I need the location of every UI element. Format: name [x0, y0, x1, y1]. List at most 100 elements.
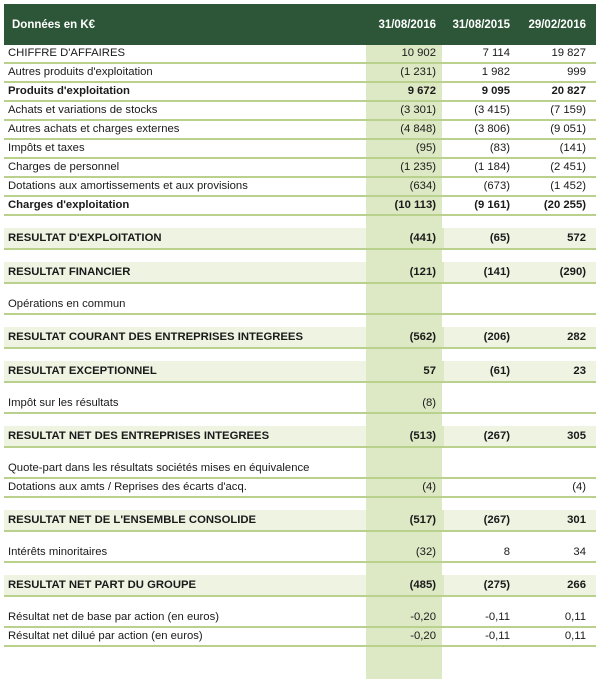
- row-value-col1: [366, 596, 444, 609]
- row-value-col3: 282: [518, 327, 596, 349]
- table-row: Produits d'exploitation 9 672 9 095 20 827: [4, 82, 596, 102]
- row-value-col1: (485): [366, 575, 444, 597]
- row-value-col3: (9 051): [518, 120, 596, 140]
- table-row: Intérêts minoritaires (32) 8 34: [4, 544, 596, 563]
- row-value-col1: (1 235): [366, 158, 444, 178]
- row-value-col1: [366, 348, 444, 361]
- row-label: [4, 314, 366, 327]
- row-value-col3: [518, 296, 596, 315]
- table-row: CHIFFRE D'AFFAIRES 10 902 7 114 19 827: [4, 45, 596, 64]
- row-value-col2: [444, 531, 518, 544]
- row-value-col3: [518, 497, 596, 510]
- row-value-col3: [518, 283, 596, 296]
- row-value-col3: [518, 562, 596, 575]
- income-statement-table: CHIFFRE D'AFFAIRES 10 902 7 114 19 827 Autre…: [4, 45, 596, 647]
- table-row: Résultat net dilué par action (en euros)…: [4, 627, 596, 647]
- row-label: [4, 447, 366, 460]
- row-value-col3: (290): [518, 262, 596, 284]
- row-value-col3: 23: [518, 361, 596, 383]
- row-value-col2: [444, 395, 518, 414]
- row-label: [4, 413, 366, 426]
- row-label: Impôts et taxes: [4, 139, 366, 159]
- header-column-3: 29/02/2016: [528, 18, 586, 31]
- table-header-bar: Données en K€ 31/08/2016 31/08/2015 29/0…: [4, 4, 596, 45]
- row-value-col3: [518, 215, 596, 228]
- row-value-col1: (3 301): [366, 101, 444, 121]
- row-value-col2: [444, 296, 518, 315]
- row-value-col2: (141): [444, 262, 518, 284]
- row-value-col1: [366, 283, 444, 296]
- row-value-col3: [518, 314, 596, 327]
- row-value-col3: 34: [518, 544, 596, 563]
- table-spacer-row: [4, 531, 596, 544]
- row-label: Charges d'exploitation: [4, 196, 366, 216]
- header-column-1: 31/08/2016: [378, 18, 436, 31]
- row-value-col2: [444, 249, 518, 262]
- row-value-col1: [366, 382, 444, 395]
- row-value-col3: [518, 249, 596, 262]
- row-label: [4, 215, 366, 228]
- row-value-col2: [444, 314, 518, 327]
- row-value-col1: [366, 215, 444, 228]
- row-value-col2: [444, 382, 518, 395]
- row-value-col2: (267): [444, 426, 518, 448]
- row-label: [4, 562, 366, 575]
- row-value-col3: (2 451): [518, 158, 596, 178]
- row-label: [4, 249, 366, 262]
- row-value-col2: (275): [444, 575, 518, 597]
- row-label: Résultat net dilué par action (en euros): [4, 627, 366, 647]
- table-spacer-row: [4, 382, 596, 395]
- table-spacer-row: [4, 249, 596, 262]
- row-value-col3: [518, 596, 596, 609]
- table-row: Charges de personnel (1 235) (1 184) (2 451…: [4, 158, 596, 178]
- row-value-col1: (32): [366, 544, 444, 563]
- row-value-col3: [518, 447, 596, 460]
- row-label: [4, 382, 366, 395]
- table-spacer-row: [4, 447, 596, 460]
- row-label: Achats et variations de stocks: [4, 101, 366, 121]
- header-column-2: 31/08/2015: [452, 18, 510, 31]
- row-value-col1: (441): [366, 228, 444, 250]
- table-row: RESULTAT COURANT DES ENTREPRISES INTEGRE…: [4, 327, 596, 349]
- row-value-col2: (3 415): [444, 101, 518, 121]
- row-value-col1: (4 848): [366, 120, 444, 140]
- row-label: Impôt sur les résultats: [4, 395, 366, 414]
- row-label: RESULTAT COURANT DES ENTREPRISES INTEGRE…: [4, 327, 366, 349]
- row-label: Dotations aux amortissements et aux prov…: [4, 177, 366, 197]
- row-value-col2: (61): [444, 361, 518, 383]
- row-label: Résultat net de base par action (en euro…: [4, 609, 366, 628]
- row-label: RESULTAT EXCEPTIONNEL: [4, 361, 366, 383]
- row-value-col3: (20 255): [518, 196, 596, 216]
- row-value-col2: [444, 497, 518, 510]
- row-value-col2: 8: [444, 544, 518, 563]
- table-row: RESULTAT EXCEPTIONNEL 57 (61) 23: [4, 361, 596, 383]
- row-value-col2: (9 161): [444, 196, 518, 216]
- row-value-col2: (1 184): [444, 158, 518, 178]
- row-label: Produits d'exploitation: [4, 82, 366, 102]
- row-value-col2: [444, 447, 518, 460]
- row-value-col2: (206): [444, 327, 518, 349]
- table-row: Résultat net de base par action (en euro…: [4, 609, 596, 628]
- row-value-col1: [366, 497, 444, 510]
- row-value-col2: [444, 215, 518, 228]
- row-value-col1: (634): [366, 177, 444, 197]
- row-value-col3: (1 452): [518, 177, 596, 197]
- row-value-col3: 0,11: [518, 609, 596, 628]
- row-label: RESULTAT FINANCIER: [4, 262, 366, 284]
- row-value-col3: 999: [518, 63, 596, 83]
- table-body-wrapper: CHIFFRE D'AFFAIRES 10 902 7 114 19 827 Autre…: [4, 45, 596, 647]
- row-value-col1: [366, 314, 444, 327]
- row-label: RESULTAT NET DE L'ENSEMBLE CONSOLIDE: [4, 510, 366, 532]
- row-value-col2: (673): [444, 177, 518, 197]
- table-row: Charges d'exploitation (10 113) (9 161) (20…: [4, 196, 596, 216]
- row-value-col1: (4): [366, 478, 444, 498]
- row-value-col3: 305: [518, 426, 596, 448]
- row-label: Autres achats et charges externes: [4, 120, 366, 140]
- row-value-col1: [366, 460, 444, 479]
- table-row: Dotations aux amortissements et aux prov…: [4, 177, 596, 197]
- row-label: [4, 531, 366, 544]
- row-value-col2: [444, 460, 518, 479]
- table-row: RESULTAT NET DE L'ENSEMBLE CONSOLIDE (517…: [4, 510, 596, 532]
- row-value-col1: (95): [366, 139, 444, 159]
